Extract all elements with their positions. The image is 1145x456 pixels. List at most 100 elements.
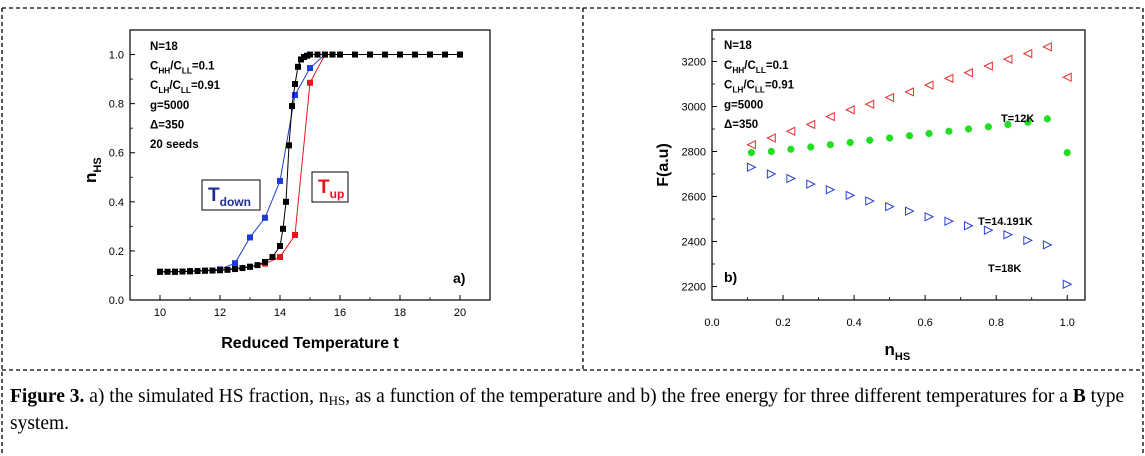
data-point-down bbox=[277, 177, 283, 184]
panel-label-a: a) bbox=[453, 270, 465, 286]
y-axis-label-b: F(a.u) bbox=[655, 143, 672, 187]
data-point-down bbox=[307, 65, 313, 72]
caption-part2: , as a function of the temperature and b… bbox=[345, 386, 1073, 407]
data-point-b-1 bbox=[747, 149, 756, 157]
data-point-b-2 bbox=[786, 173, 796, 184]
data-point-mean bbox=[187, 268, 193, 275]
param-a-2-sub2: LL bbox=[181, 86, 191, 95]
data-point-mean bbox=[397, 51, 403, 58]
data-point-b-0 bbox=[884, 92, 895, 103]
dashed-frame bbox=[1, 7, 1144, 454]
param-a-0: N=18 bbox=[150, 41, 178, 53]
param-a-2-base: C bbox=[150, 80, 158, 92]
param-b-2: CLH/CLL=0.91 bbox=[724, 80, 795, 95]
y-axis-label-a-sub: HS bbox=[92, 157, 104, 172]
data-point-mean bbox=[254, 262, 261, 269]
x-tick-label-b: 1.0 bbox=[1060, 317, 1075, 329]
data-point-mean bbox=[157, 268, 163, 275]
data-point-mean bbox=[164, 268, 171, 275]
param-b-2-mid: /C bbox=[743, 80, 755, 92]
data-point-up bbox=[277, 254, 283, 261]
data-point-b-1 bbox=[886, 134, 894, 142]
data-point-mean bbox=[322, 51, 328, 58]
data-point-b-2 bbox=[1062, 279, 1073, 290]
data-point-b-0 bbox=[983, 61, 993, 71]
param-a-5-base: 20 seeds bbox=[150, 139, 199, 151]
data-point-down bbox=[247, 234, 253, 241]
data-point-b-1 bbox=[945, 127, 953, 135]
data-point-b-0 bbox=[943, 73, 954, 84]
y-tick-label-a: 0.2 bbox=[109, 246, 124, 258]
data-point-mean bbox=[295, 63, 301, 70]
x-axis-label-b-sub: HS bbox=[895, 351, 910, 363]
param-b-0-base: N=18 bbox=[724, 40, 752, 52]
x-tick-label-b: 0.8 bbox=[989, 317, 1004, 329]
data-point-b-1 bbox=[925, 129, 933, 138]
param-b-2-sub1: LH bbox=[732, 86, 743, 95]
data-point-b-2 bbox=[1023, 235, 1033, 246]
data-point-b-0 bbox=[825, 111, 835, 122]
data-point-b-2 bbox=[865, 196, 875, 206]
data-point-b-0 bbox=[1042, 42, 1052, 52]
data-point-up bbox=[307, 79, 313, 86]
data-point-mean bbox=[172, 268, 178, 275]
y-tick-label-b: 2200 bbox=[682, 282, 706, 294]
data-point-b-0 bbox=[864, 99, 875, 110]
param-b-1-mid: /C bbox=[744, 60, 756, 72]
y-tick-label-b: 3000 bbox=[682, 102, 706, 114]
data-point-mean bbox=[262, 258, 268, 265]
data-point-b-2 bbox=[845, 190, 856, 201]
data-point-up bbox=[292, 231, 298, 238]
data-point-b-1 bbox=[846, 138, 854, 147]
param-a-3: g=5000 bbox=[150, 100, 189, 112]
x-axis-label-a: Reduced Temperature t bbox=[221, 335, 399, 352]
x-axis-label-b: nHS bbox=[885, 340, 911, 363]
data-point-b-2 bbox=[766, 169, 777, 179]
data-point-mean bbox=[209, 267, 216, 274]
param-b-1-base: C bbox=[724, 60, 732, 72]
y-axis-label-a-base: n bbox=[81, 173, 100, 183]
param-b-1-tail: =0.1 bbox=[766, 60, 789, 72]
y-tick-label-b: 2800 bbox=[682, 147, 706, 159]
x-tick-label-a: 14 bbox=[274, 307, 286, 319]
data-point-b-2 bbox=[983, 225, 994, 236]
data-point-b-1 bbox=[807, 143, 815, 151]
data-point-mean bbox=[283, 198, 289, 205]
data-point-b-2 bbox=[885, 201, 895, 212]
param-a-2-mid: /C bbox=[169, 80, 181, 92]
data-point-mean bbox=[217, 267, 223, 274]
data-point-mean bbox=[232, 266, 238, 273]
data-point-b-1 bbox=[1004, 120, 1012, 129]
caption-bold-letter: B bbox=[1072, 386, 1086, 407]
data-point-mean bbox=[307, 51, 313, 58]
label-t-up-sub: up bbox=[330, 187, 345, 201]
param-b-4-base: Δ=350 bbox=[724, 119, 758, 131]
param-a-5: 20 seeds bbox=[150, 139, 199, 151]
data-point-mean bbox=[202, 267, 208, 274]
x-tick-label-a: 18 bbox=[394, 307, 406, 319]
param-b-1: CHH/CLL=0.1 bbox=[724, 60, 789, 75]
param-a-4-base: Δ=350 bbox=[150, 119, 184, 131]
data-point-b-2 bbox=[1042, 240, 1053, 250]
label-t-down: Tdown bbox=[208, 185, 251, 209]
data-point-b-0 bbox=[1022, 48, 1033, 59]
data-point-b-1 bbox=[1024, 118, 1032, 126]
caption-part1: a) the simulated HS fraction, n bbox=[84, 386, 329, 407]
data-point-mean bbox=[427, 51, 433, 58]
param-b-4: Δ=350 bbox=[724, 119, 758, 131]
label-t-up: Tup bbox=[318, 177, 344, 201]
plot-frame-b bbox=[711, 29, 1086, 301]
label-t-up-base: T bbox=[318, 177, 330, 198]
param-a-2-tail: =0.91 bbox=[191, 80, 221, 92]
data-point-mean bbox=[314, 51, 321, 58]
data-point-mean bbox=[329, 51, 336, 58]
x-tick-label-b: 0.2 bbox=[775, 317, 790, 329]
param-b-1-sub1: HH bbox=[732, 66, 744, 75]
y-tick-label-b: 3200 bbox=[682, 57, 706, 69]
data-point-mean bbox=[367, 51, 373, 58]
param-b-3: g=5000 bbox=[724, 99, 763, 111]
data-point-b-2 bbox=[924, 211, 935, 222]
data-point-b-2 bbox=[905, 206, 915, 216]
param-a-1: CHH/CLL=0.1 bbox=[150, 61, 215, 76]
